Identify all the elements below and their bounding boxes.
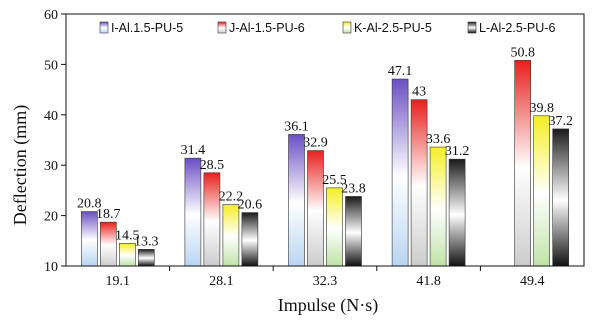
bar-49.4-1	[514, 60, 532, 267]
legend-swatch	[342, 21, 352, 34]
legend-swatch	[217, 21, 227, 34]
data-label: 31.4	[181, 143, 206, 158]
bar-41.8-2	[429, 146, 447, 267]
data-label: 47.1	[388, 64, 413, 79]
legend-label: I-Al.1.5-PU-5	[111, 21, 183, 35]
x-axis-title: Impulse (N·s)	[278, 295, 378, 316]
y-tick-label: 60	[44, 8, 58, 23]
bar-32.3-1	[307, 150, 324, 267]
data-label: 14.5	[115, 228, 140, 243]
legend-label: L-Al-2.5-PU-6	[479, 21, 555, 35]
data-label: 25.5	[322, 173, 347, 188]
legend-swatch	[99, 21, 109, 34]
data-label: 31.2	[445, 144, 470, 159]
data-label: 20.8	[77, 197, 102, 212]
plot-frame	[65, 13, 585, 267]
bar-32.3-3	[345, 196, 362, 267]
bar-19.1-0	[81, 211, 98, 267]
bar-28.1-0	[184, 157, 202, 267]
x-tick-label: 19.1	[106, 274, 131, 289]
data-label: 43	[412, 85, 426, 100]
y-tick-label: 50	[44, 58, 58, 73]
y-tick-label: 20	[44, 210, 58, 225]
data-label: 23.8	[341, 181, 366, 196]
x-tick-label: 32.3	[313, 274, 338, 289]
bars-layer	[81, 60, 570, 267]
y-axis-title: Deflection (mm)	[10, 105, 31, 225]
data-label: 36.1	[284, 119, 309, 134]
bar-41.8-1	[410, 99, 428, 267]
bar-41.8-3	[448, 158, 466, 267]
data-label: 20.6	[238, 198, 263, 213]
data-labels-layer: 20.818.7 14.513.3 31.428.5 22.220.6 36.1 32.9…	[77, 45, 573, 249]
data-label: 37.2	[548, 114, 573, 129]
bar-28.1-1	[203, 172, 221, 267]
legend-swatch	[467, 21, 477, 34]
data-label: 39.8	[529, 101, 554, 116]
data-label: 33.6	[426, 132, 451, 147]
x-tick-label: 49.4	[520, 274, 545, 289]
data-label: 28.5	[200, 158, 225, 173]
bar-28.1-3	[241, 212, 259, 267]
data-label: 50.8	[510, 45, 535, 60]
bar-49.4-3	[552, 128, 570, 267]
x-tick-label: 41.8	[416, 274, 441, 289]
bar-28.1-2	[222, 204, 240, 267]
bar-19.1-2	[119, 243, 136, 267]
legend-label: K-Al-2.5-PU-5	[354, 21, 432, 35]
bar-32.3-2	[326, 187, 343, 267]
legend-label: J-Al-1.5-PU-6	[229, 21, 305, 35]
axes-layer: 10 20 30 40 50 60 19.1 28.1 32.3 41.8 49.4	[44, 8, 585, 289]
data-label: 13.3	[134, 234, 159, 249]
bar-19.1-1	[100, 221, 117, 267]
bar-32.3-0	[288, 134, 305, 267]
y-tick-label: 40	[44, 109, 58, 124]
y-tick-label: 30	[44, 159, 58, 174]
data-label: 32.9	[303, 136, 328, 151]
bar-49.4-2	[533, 115, 551, 267]
bar-19.1-3	[138, 249, 155, 267]
bar-41.8-0	[391, 78, 409, 267]
data-label: 22.2	[219, 190, 244, 205]
legend: I-Al.1.5-PU-5 J-Al-1.5-PU-6 K-Al-2.5-PU-5 L…	[99, 21, 555, 35]
data-label: 18.7	[96, 207, 121, 222]
y-tick-label: 10	[44, 260, 58, 275]
x-tick-label: 28.1	[209, 274, 234, 289]
